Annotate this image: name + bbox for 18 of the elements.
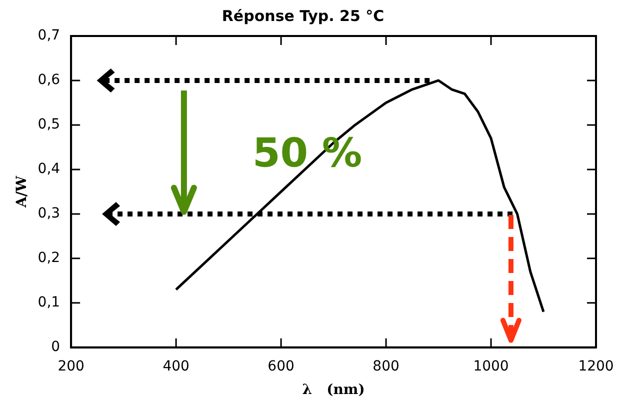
annotation: 50 % (252, 130, 362, 176)
y-tick-label: 0,3 (38, 206, 60, 222)
x-tick-label: 800 (372, 358, 400, 374)
y-tick-label: 0,2 (38, 250, 60, 266)
y-tick-label: 0,5 (38, 116, 60, 133)
x-tick-label: 200 (58, 358, 84, 374)
x-axis-title: λ (nm) (302, 382, 365, 398)
x-tick-label: 1200 (578, 358, 614, 374)
x-tick-label: 600 (268, 358, 294, 374)
y-tick-label: 0,4 (38, 161, 60, 178)
y-tick-label: 0,7 (38, 28, 60, 44)
y-tick-label: 0 (51, 339, 60, 356)
chart-title: Réponse Typ. 25 °C (222, 6, 384, 25)
x-tick-label: 1000 (473, 358, 509, 374)
y-axis-title: A/W (14, 176, 30, 209)
y-tick-label: 0,1 (38, 294, 60, 311)
y-tick-label: 0,6 (38, 72, 60, 88)
x-tick-label: 400 (162, 358, 190, 374)
